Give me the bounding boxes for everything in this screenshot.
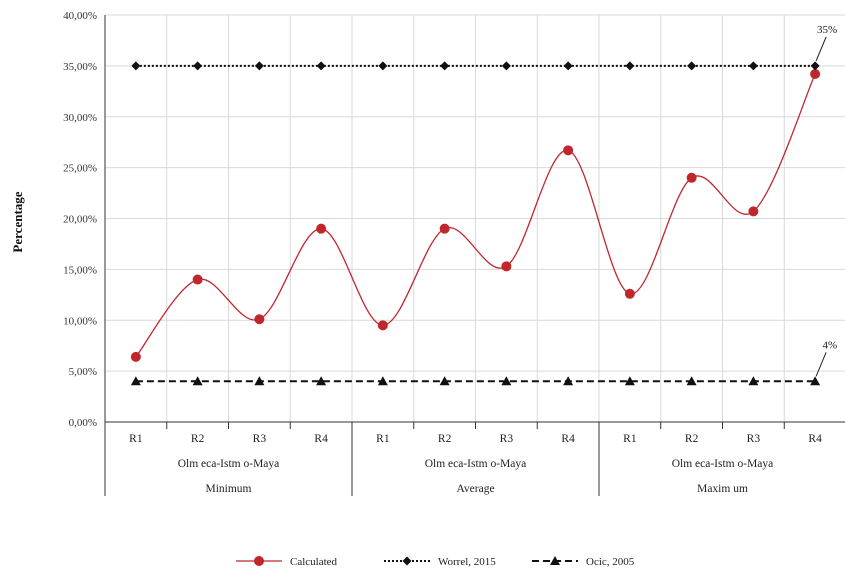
series-point-0: [377, 320, 388, 331]
series-point-2: [624, 376, 635, 386]
series-point-1: [501, 61, 511, 71]
x-category-label: R4: [561, 433, 575, 445]
series-point-0: [748, 206, 759, 217]
series-point-0: [810, 69, 821, 80]
series-point-1: [316, 61, 326, 71]
series-point-2: [810, 376, 821, 386]
annotation-label: 35%: [817, 24, 837, 36]
y-tick-label: 40,00%: [63, 10, 97, 22]
chart-grid: [105, 14, 845, 423]
series-point-0: [686, 172, 697, 183]
series-point-2: [501, 376, 512, 386]
x-category-label: R1: [623, 433, 637, 445]
group-region-label: Olm eca-Istm o-Maya: [672, 458, 774, 470]
series-point-2: [254, 376, 265, 386]
y-tick-label: 0,00%: [69, 417, 97, 429]
chart-axes: [104, 15, 845, 496]
y-tick-label: 35,00%: [63, 61, 97, 73]
series-point-2: [686, 376, 697, 386]
annotation-label: 4%: [822, 339, 837, 351]
x-category-label: R3: [500, 433, 514, 445]
legend-marker-2: [550, 556, 560, 565]
x-category-label: R3: [747, 433, 761, 445]
series-point-0: [501, 261, 512, 272]
series-point-2: [439, 376, 450, 386]
x-category-label: R4: [314, 433, 328, 445]
x-axis-category-labels: R1 R2 R3 R4 R1 R2 R3 R4 R1 R2 R3 R4 Olm eca-Istm o-M…: [129, 433, 822, 495]
chart-series: [130, 61, 821, 386]
series-point-2: [377, 376, 388, 386]
series-point-1: [748, 61, 758, 71]
series-point-1: [440, 61, 450, 71]
x-category-label: R3: [253, 433, 267, 445]
x-category-label: R1: [129, 433, 143, 445]
x-category-label: R1: [376, 433, 390, 445]
x-category-label: R4: [808, 433, 822, 445]
group-scenario-label: Average: [456, 483, 494, 495]
series-point-1: [563, 61, 573, 71]
series-point-2: [130, 376, 141, 386]
series-point-0: [563, 145, 574, 156]
group-region-label: Olm eca-Istm o-Maya: [425, 458, 527, 470]
legend-label-0: Calculated: [290, 556, 338, 568]
series-point-2: [563, 376, 574, 386]
legend-marker-1: [402, 556, 412, 566]
y-tick-label: 5,00%: [69, 366, 97, 378]
y-tick-label: 25,00%: [63, 163, 97, 175]
chart-legend: Calculated Worrel, 2015 Ocic, 2005: [236, 556, 635, 568]
series-point-2: [748, 376, 759, 386]
group-scenario-label: Maxim um: [697, 483, 748, 495]
annotation-leader: [815, 352, 827, 377]
group-scenario-label: Minimum: [205, 483, 251, 495]
x-category-label: R2: [191, 433, 205, 445]
series-point-1: [687, 61, 697, 71]
series-point-0: [254, 314, 265, 325]
series-point-1: [810, 61, 820, 71]
y-tick-label: 15,00%: [63, 264, 97, 276]
group-region-label: Olm eca-Istm o-Maya: [178, 458, 280, 470]
series-point-1: [193, 61, 203, 71]
series-point-2: [316, 376, 327, 386]
legend-marker-0: [254, 556, 264, 566]
y-tick-label: 10,00%: [63, 315, 97, 327]
series-point-0: [624, 288, 635, 299]
series-point-0: [316, 223, 327, 234]
chart-annotations: 35% 4%: [815, 24, 837, 377]
annotation-leader: [815, 36, 827, 62]
y-axis-label: Percentage: [10, 191, 25, 252]
series-point-0: [130, 351, 141, 362]
x-category-label: R2: [438, 433, 452, 445]
series-point-0: [192, 274, 203, 285]
y-tick-label: 20,00%: [63, 214, 97, 226]
series-point-1: [254, 61, 264, 71]
series-point-1: [378, 61, 388, 71]
legend-label-1: Worrel, 2015: [438, 556, 496, 568]
legend-label-2: Ocic, 2005: [586, 556, 635, 568]
series-point-1: [625, 61, 635, 71]
y-tick-label: 30,00%: [63, 112, 97, 124]
series-point-2: [192, 376, 203, 386]
series-point-0: [439, 223, 450, 234]
x-category-label: R2: [685, 433, 699, 445]
y-axis-tick-labels: 0,00% 5,00% 10,00% 15,00% 20,00% 25,00% 30,00%…: [63, 10, 97, 429]
series-point-1: [131, 61, 141, 71]
